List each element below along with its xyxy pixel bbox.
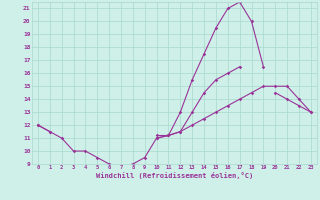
X-axis label: Windchill (Refroidissement éolien,°C): Windchill (Refroidissement éolien,°C) bbox=[96, 172, 253, 179]
